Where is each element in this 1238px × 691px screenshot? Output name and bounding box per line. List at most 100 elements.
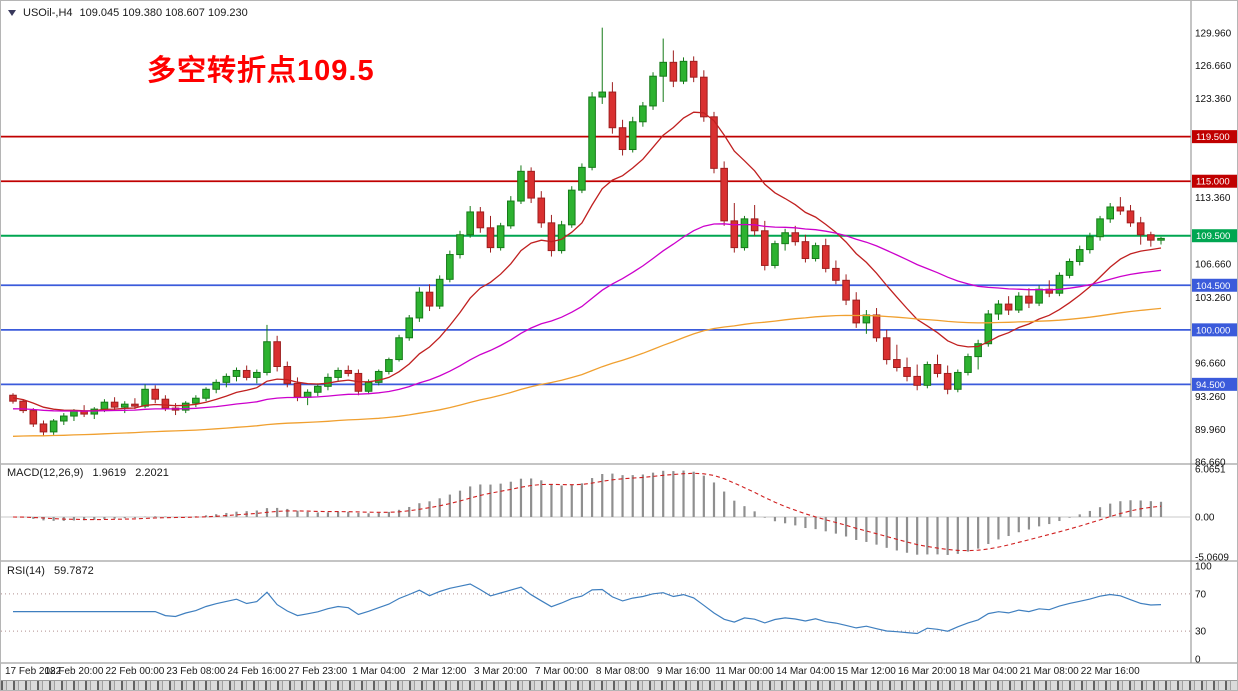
candle-body[interactable] bbox=[821, 245, 830, 269]
price-level-badge[interactable] bbox=[1192, 229, 1238, 243]
candle-body[interactable] bbox=[161, 398, 170, 409]
candle-body[interactable] bbox=[517, 170, 525, 202]
candle-body[interactable] bbox=[415, 291, 424, 319]
candle-body[interactable] bbox=[334, 369, 342, 378]
candle-body[interactable] bbox=[242, 369, 251, 378]
price-level-badge[interactable] bbox=[1192, 174, 1238, 188]
candle-body[interactable] bbox=[700, 76, 708, 118]
candle-body[interactable] bbox=[984, 313, 993, 345]
candle-body[interactable] bbox=[689, 60, 698, 78]
candle-body[interactable] bbox=[618, 127, 627, 151]
candle-body[interactable] bbox=[476, 211, 485, 229]
candle-body[interactable] bbox=[974, 343, 982, 358]
candle-body[interactable] bbox=[293, 382, 302, 398]
time-axis[interactable]: 17 Feb 2022 18 Feb 20:00 22 Feb 00:00 23 Fe… bbox=[1, 664, 1191, 682]
candle-body[interactable] bbox=[486, 227, 495, 249]
candle-body[interactable] bbox=[202, 388, 210, 399]
candle-body[interactable] bbox=[283, 366, 292, 384]
candle-body[interactable] bbox=[1136, 222, 1145, 236]
candle-body[interactable] bbox=[192, 397, 200, 404]
candle-body[interactable] bbox=[212, 381, 220, 390]
candle-body[interactable] bbox=[872, 314, 881, 339]
candle-body[interactable] bbox=[1055, 274, 1064, 294]
candle-body[interactable] bbox=[364, 381, 373, 392]
candle-body[interactable] bbox=[1106, 206, 1115, 220]
candle-body[interactable] bbox=[1116, 206, 1125, 212]
candle-body[interactable] bbox=[628, 121, 637, 151]
candle-body[interactable] bbox=[588, 96, 596, 168]
price-level-badge[interactable] bbox=[1192, 130, 1238, 144]
candle-body[interactable] bbox=[1014, 295, 1023, 311]
candle-body[interactable] bbox=[720, 167, 728, 222]
candle-body[interactable] bbox=[1147, 234, 1155, 241]
horizontal-levels-layer[interactable] bbox=[1, 135, 1191, 386]
price-level-badge[interactable] bbox=[1192, 323, 1238, 337]
candle-body[interactable] bbox=[1086, 236, 1094, 251]
candle-body[interactable] bbox=[273, 341, 281, 368]
candle-body[interactable] bbox=[141, 388, 149, 407]
candle-body[interactable] bbox=[39, 423, 48, 433]
price-axis[interactable]: 129.960 126.660 123.360 113.360 106.660 103.2… bbox=[1195, 29, 1232, 469]
candle-body[interactable] bbox=[943, 372, 952, 390]
candle-body[interactable] bbox=[405, 317, 414, 339]
candle-body[interactable] bbox=[852, 299, 861, 324]
candle-body[interactable] bbox=[456, 234, 464, 256]
candle-body[interactable] bbox=[1065, 260, 1074, 276]
candle-body[interactable] bbox=[120, 403, 129, 408]
candle-body[interactable] bbox=[385, 359, 393, 372]
price-level-badge[interactable] bbox=[1192, 278, 1238, 292]
candle-body[interactable] bbox=[253, 371, 261, 378]
candle-body[interactable] bbox=[303, 391, 312, 398]
candle-body[interactable] bbox=[446, 254, 454, 280]
candle-body[interactable] bbox=[49, 420, 58, 433]
candle-body[interactable] bbox=[313, 385, 322, 393]
candle-body[interactable] bbox=[395, 337, 403, 361]
candles-layer[interactable] bbox=[9, 27, 1165, 436]
candle-body[interactable] bbox=[1004, 303, 1013, 311]
candle-body[interactable] bbox=[29, 410, 38, 425]
candle-body[interactable] bbox=[547, 222, 556, 252]
candle-body[interactable] bbox=[1157, 237, 1165, 241]
candle-body[interactable] bbox=[730, 220, 739, 249]
candle-body[interactable] bbox=[903, 366, 911, 377]
candle-body[interactable] bbox=[151, 388, 160, 400]
candle-body[interactable] bbox=[1096, 218, 1104, 238]
candle-body[interactable] bbox=[100, 401, 109, 410]
candle-body[interactable] bbox=[131, 403, 139, 407]
candle-body[interactable] bbox=[760, 230, 769, 266]
candle-body[interactable] bbox=[954, 371, 962, 390]
candle-body[interactable] bbox=[649, 75, 657, 107]
candle-body[interactable] bbox=[324, 376, 332, 387]
price-level-badge[interactable] bbox=[1192, 377, 1238, 391]
candle-body[interactable] bbox=[1035, 288, 1043, 304]
candle-body[interactable] bbox=[374, 370, 383, 383]
candle-body[interactable] bbox=[811, 245, 820, 260]
candle-body[interactable] bbox=[1075, 249, 1084, 262]
macd-signal-line[interactable] bbox=[12, 472, 1162, 552]
candle-body[interactable] bbox=[771, 243, 779, 266]
candle-body[interactable] bbox=[425, 291, 434, 307]
candle-body[interactable] bbox=[639, 105, 647, 123]
candle-body[interactable] bbox=[882, 337, 891, 361]
candle-body[interactable] bbox=[710, 116, 718, 169]
candle-body[interactable] bbox=[19, 400, 27, 412]
candle-body[interactable] bbox=[222, 375, 231, 383]
candle-body[interactable] bbox=[842, 279, 850, 301]
candle-body[interactable] bbox=[578, 166, 586, 191]
candle-body[interactable] bbox=[507, 200, 515, 227]
candle-body[interactable] bbox=[344, 369, 353, 374]
candle-body[interactable] bbox=[801, 241, 810, 260]
candle-body[interactable] bbox=[567, 189, 576, 226]
candle-body[interactable] bbox=[537, 197, 546, 224]
candle-body[interactable] bbox=[435, 278, 444, 307]
candle-body[interactable] bbox=[608, 91, 617, 129]
candle-body[interactable] bbox=[923, 364, 932, 386]
macd-histogram[interactable] bbox=[13, 470, 1163, 555]
candle-body[interactable] bbox=[933, 364, 942, 374]
candle-body[interactable] bbox=[781, 232, 789, 245]
candle-body[interactable] bbox=[832, 267, 840, 281]
candle-body[interactable] bbox=[70, 410, 78, 417]
candle-body[interactable] bbox=[659, 61, 667, 77]
candle-body[interactable] bbox=[994, 303, 1003, 315]
candle-body[interactable] bbox=[263, 341, 271, 373]
